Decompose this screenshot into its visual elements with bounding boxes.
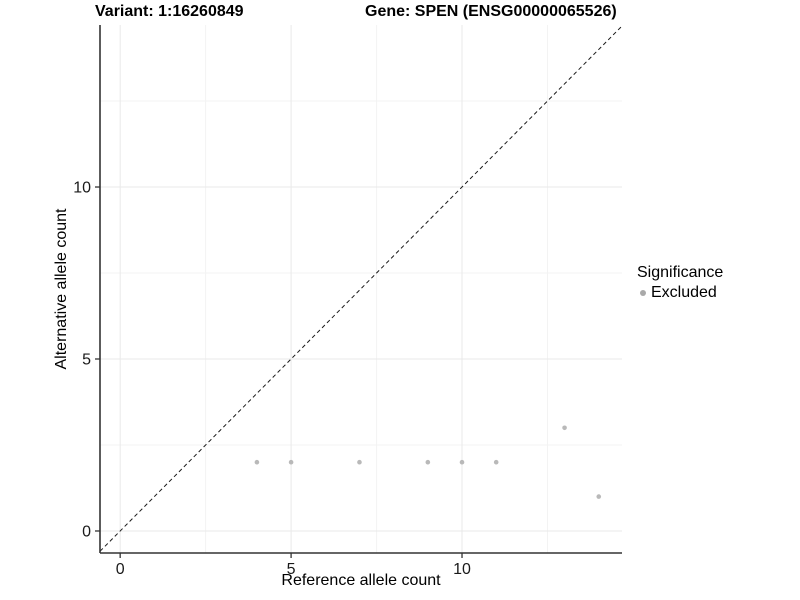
legend-title: Significance: [637, 264, 724, 281]
variant-title: Variant: 1:16260849: [95, 3, 244, 20]
x-axis-title: Reference allele count: [281, 572, 441, 589]
data-point: [562, 425, 567, 431]
x-tick-label: 0: [116, 561, 125, 578]
gene-title: Gene: SPEN (ENSG00000065526): [365, 3, 617, 20]
data-point: [493, 459, 499, 465]
y-tick-label: 10: [73, 180, 91, 197]
y-tick-label: 5: [82, 351, 91, 368]
x-tick-label: 10: [453, 561, 471, 578]
legend-item-label: Excluded: [651, 284, 717, 301]
data-point: [357, 459, 362, 465]
legend-point-icon: [640, 290, 646, 296]
y-axis-title: Alternative allele count: [53, 208, 70, 370]
data-point: [425, 459, 431, 465]
data-point: [288, 459, 294, 465]
x-tick-label: 5: [287, 561, 296, 578]
data-point: [596, 494, 602, 499]
data-point: [459, 459, 465, 465]
legend-item-excluded: Excluded: [637, 284, 723, 302]
identity-line: [99, 25, 623, 552]
y-tick-label: 0: [82, 523, 91, 540]
data-point: [254, 459, 260, 465]
legend: Significance Excluded: [637, 264, 723, 302]
